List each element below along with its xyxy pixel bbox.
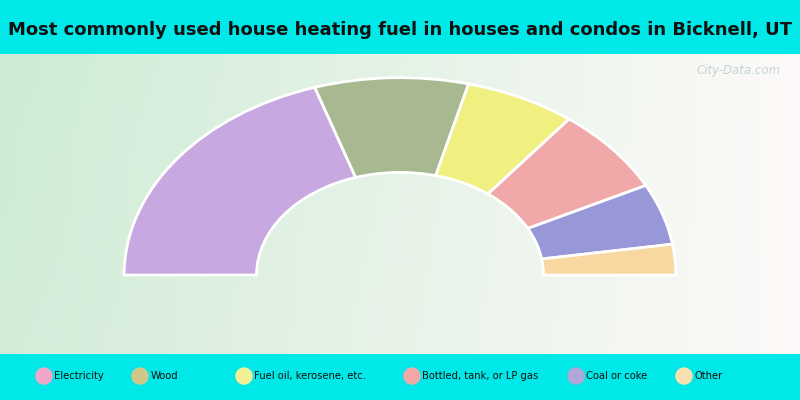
Text: Other: Other: [694, 371, 722, 381]
Wedge shape: [124, 87, 356, 275]
Ellipse shape: [235, 367, 253, 385]
Ellipse shape: [403, 367, 421, 385]
Wedge shape: [436, 84, 569, 194]
Wedge shape: [314, 78, 469, 178]
Wedge shape: [488, 119, 646, 228]
Text: Most commonly used house heating fuel in houses and condos in Bicknell, UT: Most commonly used house heating fuel in…: [8, 21, 792, 39]
Text: City-Data.com: City-Data.com: [697, 64, 781, 77]
Text: Bottled, tank, or LP gas: Bottled, tank, or LP gas: [422, 371, 538, 381]
Text: Wood: Wood: [150, 371, 178, 381]
Text: Fuel oil, kerosene, etc.: Fuel oil, kerosene, etc.: [254, 371, 366, 381]
Ellipse shape: [675, 367, 693, 385]
Wedge shape: [528, 186, 673, 259]
Ellipse shape: [131, 367, 149, 385]
Ellipse shape: [567, 367, 585, 385]
Ellipse shape: [35, 367, 53, 385]
Text: Electricity: Electricity: [54, 371, 104, 381]
Text: Coal or coke: Coal or coke: [586, 371, 648, 381]
Wedge shape: [542, 244, 676, 275]
